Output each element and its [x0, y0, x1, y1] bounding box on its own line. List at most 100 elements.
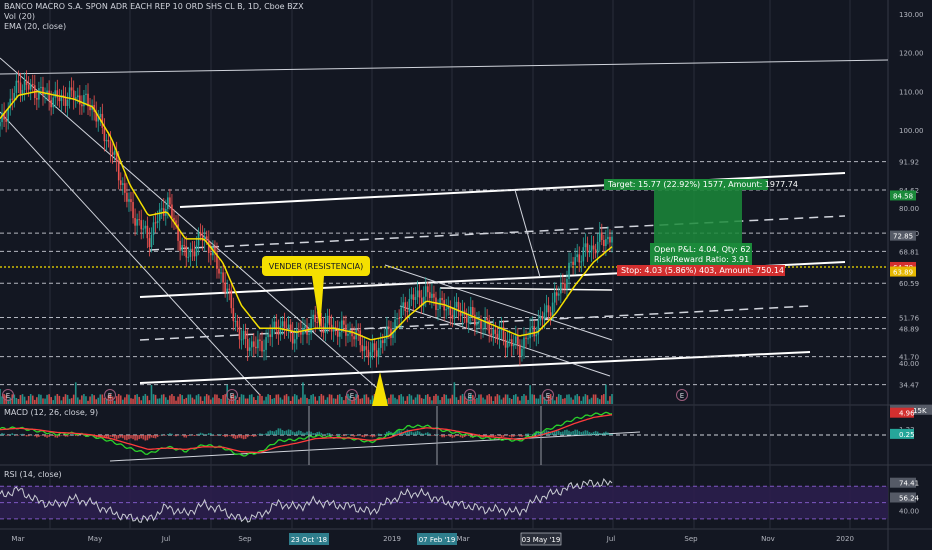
candle-body: [181, 245, 183, 251]
candle-body: [281, 321, 284, 327]
macd-histogram-bar: [578, 431, 581, 435]
candle-body: [23, 80, 26, 91]
volume-bar: [453, 382, 456, 404]
macd-histogram-bar: [117, 435, 120, 439]
volume-bar: [158, 398, 161, 404]
macd-histogram-bar: [156, 435, 159, 438]
candle-body: [58, 97, 61, 102]
candle-body: [338, 331, 341, 337]
volume-bar: [426, 394, 429, 404]
volume-bar: [271, 398, 274, 404]
candle-body: [191, 248, 194, 252]
macd-histogram-bar: [322, 434, 325, 435]
candle-body: [279, 326, 282, 335]
candle-body: [328, 315, 331, 325]
macd-histogram-bar: [177, 435, 179, 436]
candle-body: [70, 87, 73, 91]
macd-histogram-bar: [105, 435, 108, 439]
candle-body: [553, 292, 556, 303]
macd-histogram-bar: [5, 435, 7, 436]
macd-histogram-bar: [361, 435, 364, 437]
volume-bar: [38, 394, 40, 404]
volume-bar: [611, 394, 613, 404]
volume-bar: [175, 400, 177, 404]
volume-bar: [514, 394, 517, 404]
macd-histogram-bar: [375, 434, 378, 436]
macd-histogram-bar: [488, 435, 490, 437]
macd-tick-label: 0.25: [899, 431, 915, 439]
macd-histogram-bar: [371, 435, 374, 438]
ema-legend[interactable]: EMA (20, close): [4, 22, 66, 31]
sell-callout[interactable]: VENDER (RESISTENCIA): [262, 256, 388, 406]
earnings-marker-icon: [346, 389, 358, 401]
volume-bar: [265, 396, 267, 404]
candle-body: [418, 290, 421, 298]
trendline-drawings[interactable]: [0, 57, 888, 396]
candle-body: [60, 95, 63, 102]
macd-histogram-bar: [519, 435, 521, 437]
macd-histogram-bar: [381, 434, 384, 436]
candle-body: [0, 122, 1, 127]
candle-body: [580, 261, 583, 263]
candle-body: [83, 95, 85, 107]
macd-histogram-bar: [162, 435, 165, 436]
volume-bar: [124, 397, 126, 404]
candle-body: [76, 95, 79, 98]
volume-bar: [582, 396, 585, 404]
volume-bar: [1, 396, 3, 404]
macd-histogram-bar: [320, 432, 323, 435]
volume-bar: [357, 394, 359, 404]
volume-bar: [222, 394, 224, 404]
macd-histogram-bar: [42, 435, 44, 436]
symbol-legend[interactable]: BANCO MACRO S.A. SPON ADR EACH REP 10 OR…: [4, 2, 304, 11]
candle-body: [457, 301, 460, 312]
candle-body: [132, 202, 134, 219]
macd-histogram-bar: [465, 435, 468, 436]
macd-histogram-bar: [244, 435, 247, 439]
macd-histogram-bar: [275, 430, 278, 435]
candle-body: [214, 247, 216, 253]
macd-histogram-bar: [7, 435, 9, 436]
macd-histogram-bar: [537, 431, 540, 435]
rsi-legend[interactable]: RSI (14, close): [4, 470, 62, 479]
volume-legend[interactable]: Vol (20): [4, 12, 35, 21]
macd-histogram-bar: [281, 430, 284, 435]
candle-body: [238, 326, 241, 340]
volume-bar: [232, 394, 235, 404]
macd-histogram-bar: [318, 431, 321, 435]
volume-bar: [396, 399, 398, 404]
macd-histogram-bar: [228, 435, 231, 436]
macd-histogram-bar: [197, 433, 200, 435]
candle-body: [50, 100, 52, 108]
macd-histogram-bar: [287, 429, 290, 435]
macd-histogram-bar: [539, 432, 542, 435]
candle-body: [187, 256, 190, 258]
volume-bar: [160, 394, 163, 404]
macd-histogram-bar: [379, 434, 382, 435]
macd-histogram-bar: [451, 435, 454, 438]
volume-bar: [283, 395, 286, 404]
candle-body: [494, 329, 497, 334]
candle-body: [535, 334, 538, 337]
volume-bar: [332, 398, 335, 404]
volume-bar: [506, 394, 509, 404]
volume-bar: [36, 397, 38, 404]
volume-bar: [15, 397, 18, 404]
volume-bar: [388, 397, 390, 404]
volume-bar: [240, 394, 243, 404]
earnings-marker-icon: [226, 389, 238, 401]
volume-bar: [275, 394, 278, 404]
macd-histogram-bar: [584, 430, 587, 435]
volume-bar: [336, 394, 339, 404]
volume-bar: [320, 394, 323, 404]
macd-legend[interactable]: MACD (12, 26, close, 9): [4, 408, 98, 417]
macd-histogram-bar: [273, 431, 276, 435]
macd-histogram-bar: [201, 433, 204, 435]
volume-bar: [351, 400, 353, 404]
volume-bar: [289, 400, 292, 404]
volume-bar: [420, 398, 423, 404]
candle-body: [263, 349, 265, 352]
volume-bars: [0, 382, 613, 404]
